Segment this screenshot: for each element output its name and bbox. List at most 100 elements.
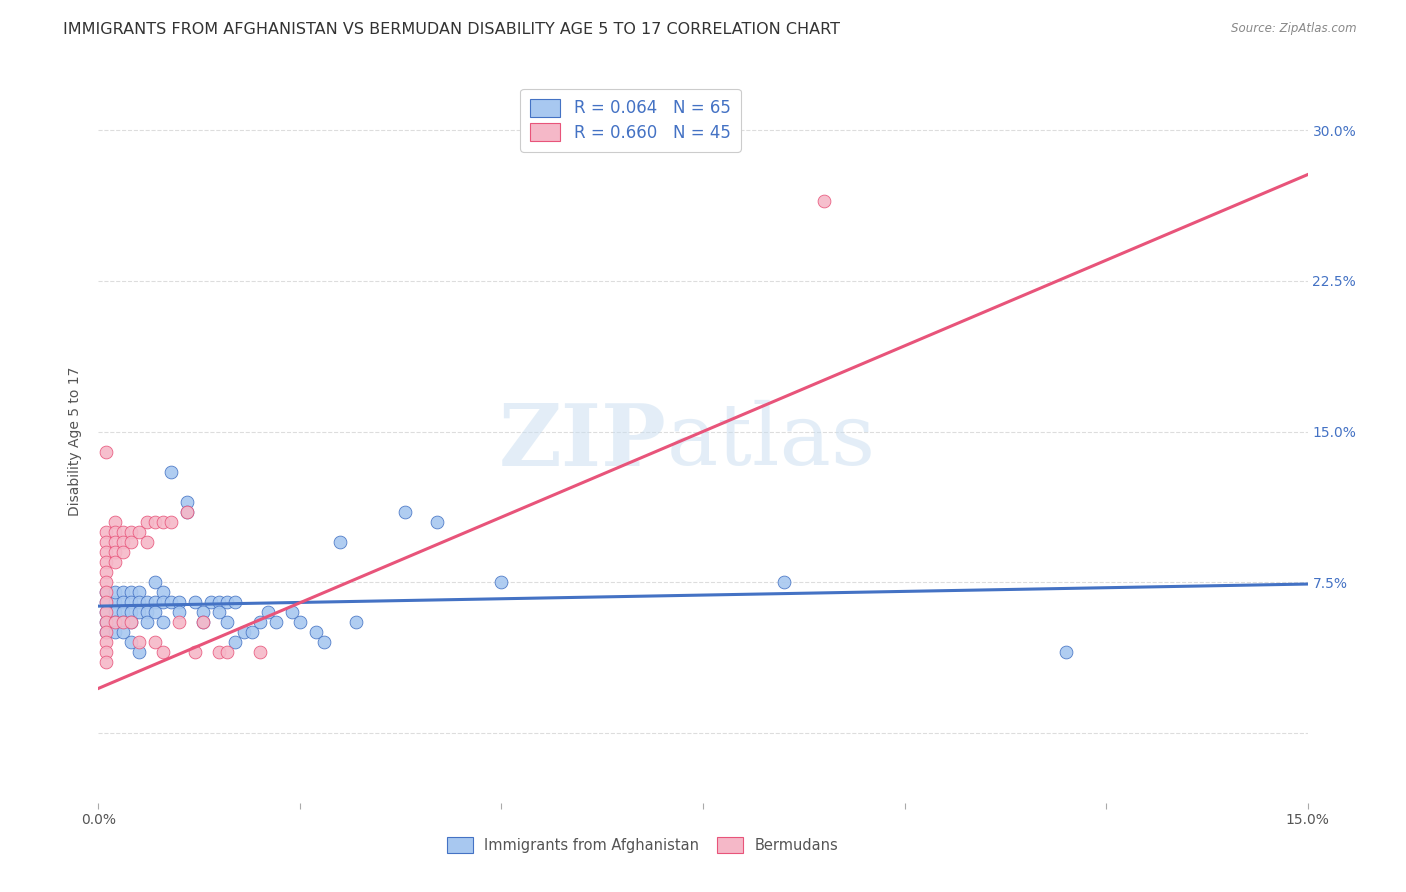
Point — [152, 595, 174, 609]
Point — [96, 605, 118, 619]
Point — [120, 534, 142, 549]
Point — [143, 605, 166, 619]
Point — [288, 615, 311, 630]
Point — [103, 625, 125, 640]
Text: Source: ZipAtlas.com: Source: ZipAtlas.com — [1232, 22, 1357, 36]
Point — [772, 574, 794, 589]
Point — [96, 555, 118, 569]
Point — [96, 625, 118, 640]
Point — [135, 615, 157, 630]
Point — [128, 635, 150, 649]
Point — [120, 605, 142, 619]
Point — [135, 534, 157, 549]
Point — [314, 635, 336, 649]
Point — [224, 595, 246, 609]
Point — [224, 635, 246, 649]
Point — [96, 615, 118, 630]
Point — [249, 615, 271, 630]
Point — [152, 515, 174, 529]
Point — [96, 635, 118, 649]
Point — [128, 605, 150, 619]
Point — [160, 465, 183, 479]
Point — [96, 605, 118, 619]
Point — [96, 595, 118, 609]
Point — [264, 615, 287, 630]
Point — [135, 605, 157, 619]
Point — [1054, 645, 1077, 659]
Point — [96, 524, 118, 539]
Point — [813, 194, 835, 208]
Point — [491, 574, 513, 589]
Point — [217, 615, 239, 630]
Point — [128, 585, 150, 599]
Point — [111, 615, 134, 630]
Point — [103, 515, 125, 529]
Text: ZIP: ZIP — [499, 400, 666, 483]
Point — [143, 635, 166, 649]
Point — [96, 574, 118, 589]
Legend: Immigrants from Afghanistan, Bermudans: Immigrants from Afghanistan, Bermudans — [439, 830, 846, 861]
Point — [208, 645, 231, 659]
Point — [111, 605, 134, 619]
Point — [111, 625, 134, 640]
Point — [103, 555, 125, 569]
Point — [96, 534, 118, 549]
Point — [103, 605, 125, 619]
Point — [249, 645, 271, 659]
Point — [96, 655, 118, 669]
Point — [160, 515, 183, 529]
Point — [128, 595, 150, 609]
Point — [96, 595, 118, 609]
Point — [120, 635, 142, 649]
Point — [176, 505, 198, 519]
Point — [103, 524, 125, 539]
Point — [135, 595, 157, 609]
Point — [143, 595, 166, 609]
Point — [152, 645, 174, 659]
Point — [120, 615, 142, 630]
Point — [111, 585, 134, 599]
Point — [111, 545, 134, 559]
Point — [193, 615, 215, 630]
Point — [120, 585, 142, 599]
Point — [305, 625, 328, 640]
Point — [111, 534, 134, 549]
Point — [143, 574, 166, 589]
Point — [111, 615, 134, 630]
Point — [240, 625, 263, 640]
Point — [426, 515, 449, 529]
Point — [120, 595, 142, 609]
Point — [96, 645, 118, 659]
Point — [96, 585, 118, 599]
Point — [193, 605, 215, 619]
Point — [103, 595, 125, 609]
Point — [232, 625, 254, 640]
Point — [143, 515, 166, 529]
Point — [96, 565, 118, 579]
Point — [344, 615, 367, 630]
Point — [160, 595, 183, 609]
Point — [120, 615, 142, 630]
Point — [256, 605, 278, 619]
Point — [96, 615, 118, 630]
Point — [167, 595, 190, 609]
Text: IMMIGRANTS FROM AFGHANISTAN VS BERMUDAN DISABILITY AGE 5 TO 17 CORRELATION CHART: IMMIGRANTS FROM AFGHANISTAN VS BERMUDAN … — [63, 22, 841, 37]
Point — [394, 505, 416, 519]
Point — [103, 534, 125, 549]
Point — [135, 515, 157, 529]
Point — [128, 645, 150, 659]
Point — [120, 524, 142, 539]
Point — [111, 595, 134, 609]
Text: atlas: atlas — [666, 400, 876, 483]
Point — [96, 545, 118, 559]
Point — [152, 585, 174, 599]
Point — [96, 585, 118, 599]
Point — [167, 615, 190, 630]
Point — [217, 595, 239, 609]
Point — [103, 585, 125, 599]
Point — [176, 494, 198, 508]
Point — [329, 534, 352, 549]
Point — [184, 595, 207, 609]
Point — [208, 595, 231, 609]
Point — [103, 615, 125, 630]
